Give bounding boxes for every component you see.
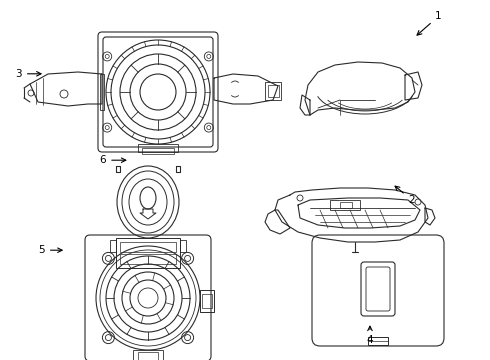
Bar: [142, 148, 174, 154]
Bar: [340, 202, 352, 208]
Bar: [138, 352, 158, 360]
Bar: [138, 144, 178, 152]
Bar: [180, 240, 186, 252]
Bar: [265, 82, 281, 100]
Bar: [120, 254, 176, 264]
Bar: [368, 337, 388, 345]
Bar: [100, 74, 104, 110]
Text: 1: 1: [417, 11, 442, 35]
Bar: [202, 294, 212, 308]
Bar: [133, 350, 163, 360]
Text: 2: 2: [395, 186, 415, 205]
Text: 4: 4: [367, 326, 373, 345]
Text: 6: 6: [99, 155, 126, 165]
Bar: [200, 290, 214, 312]
Text: 5: 5: [38, 245, 62, 255]
Bar: [116, 238, 180, 268]
Bar: [110, 240, 116, 252]
Bar: [330, 200, 360, 210]
Bar: [120, 242, 176, 252]
Text: 3: 3: [15, 69, 41, 79]
Bar: [268, 85, 279, 97]
